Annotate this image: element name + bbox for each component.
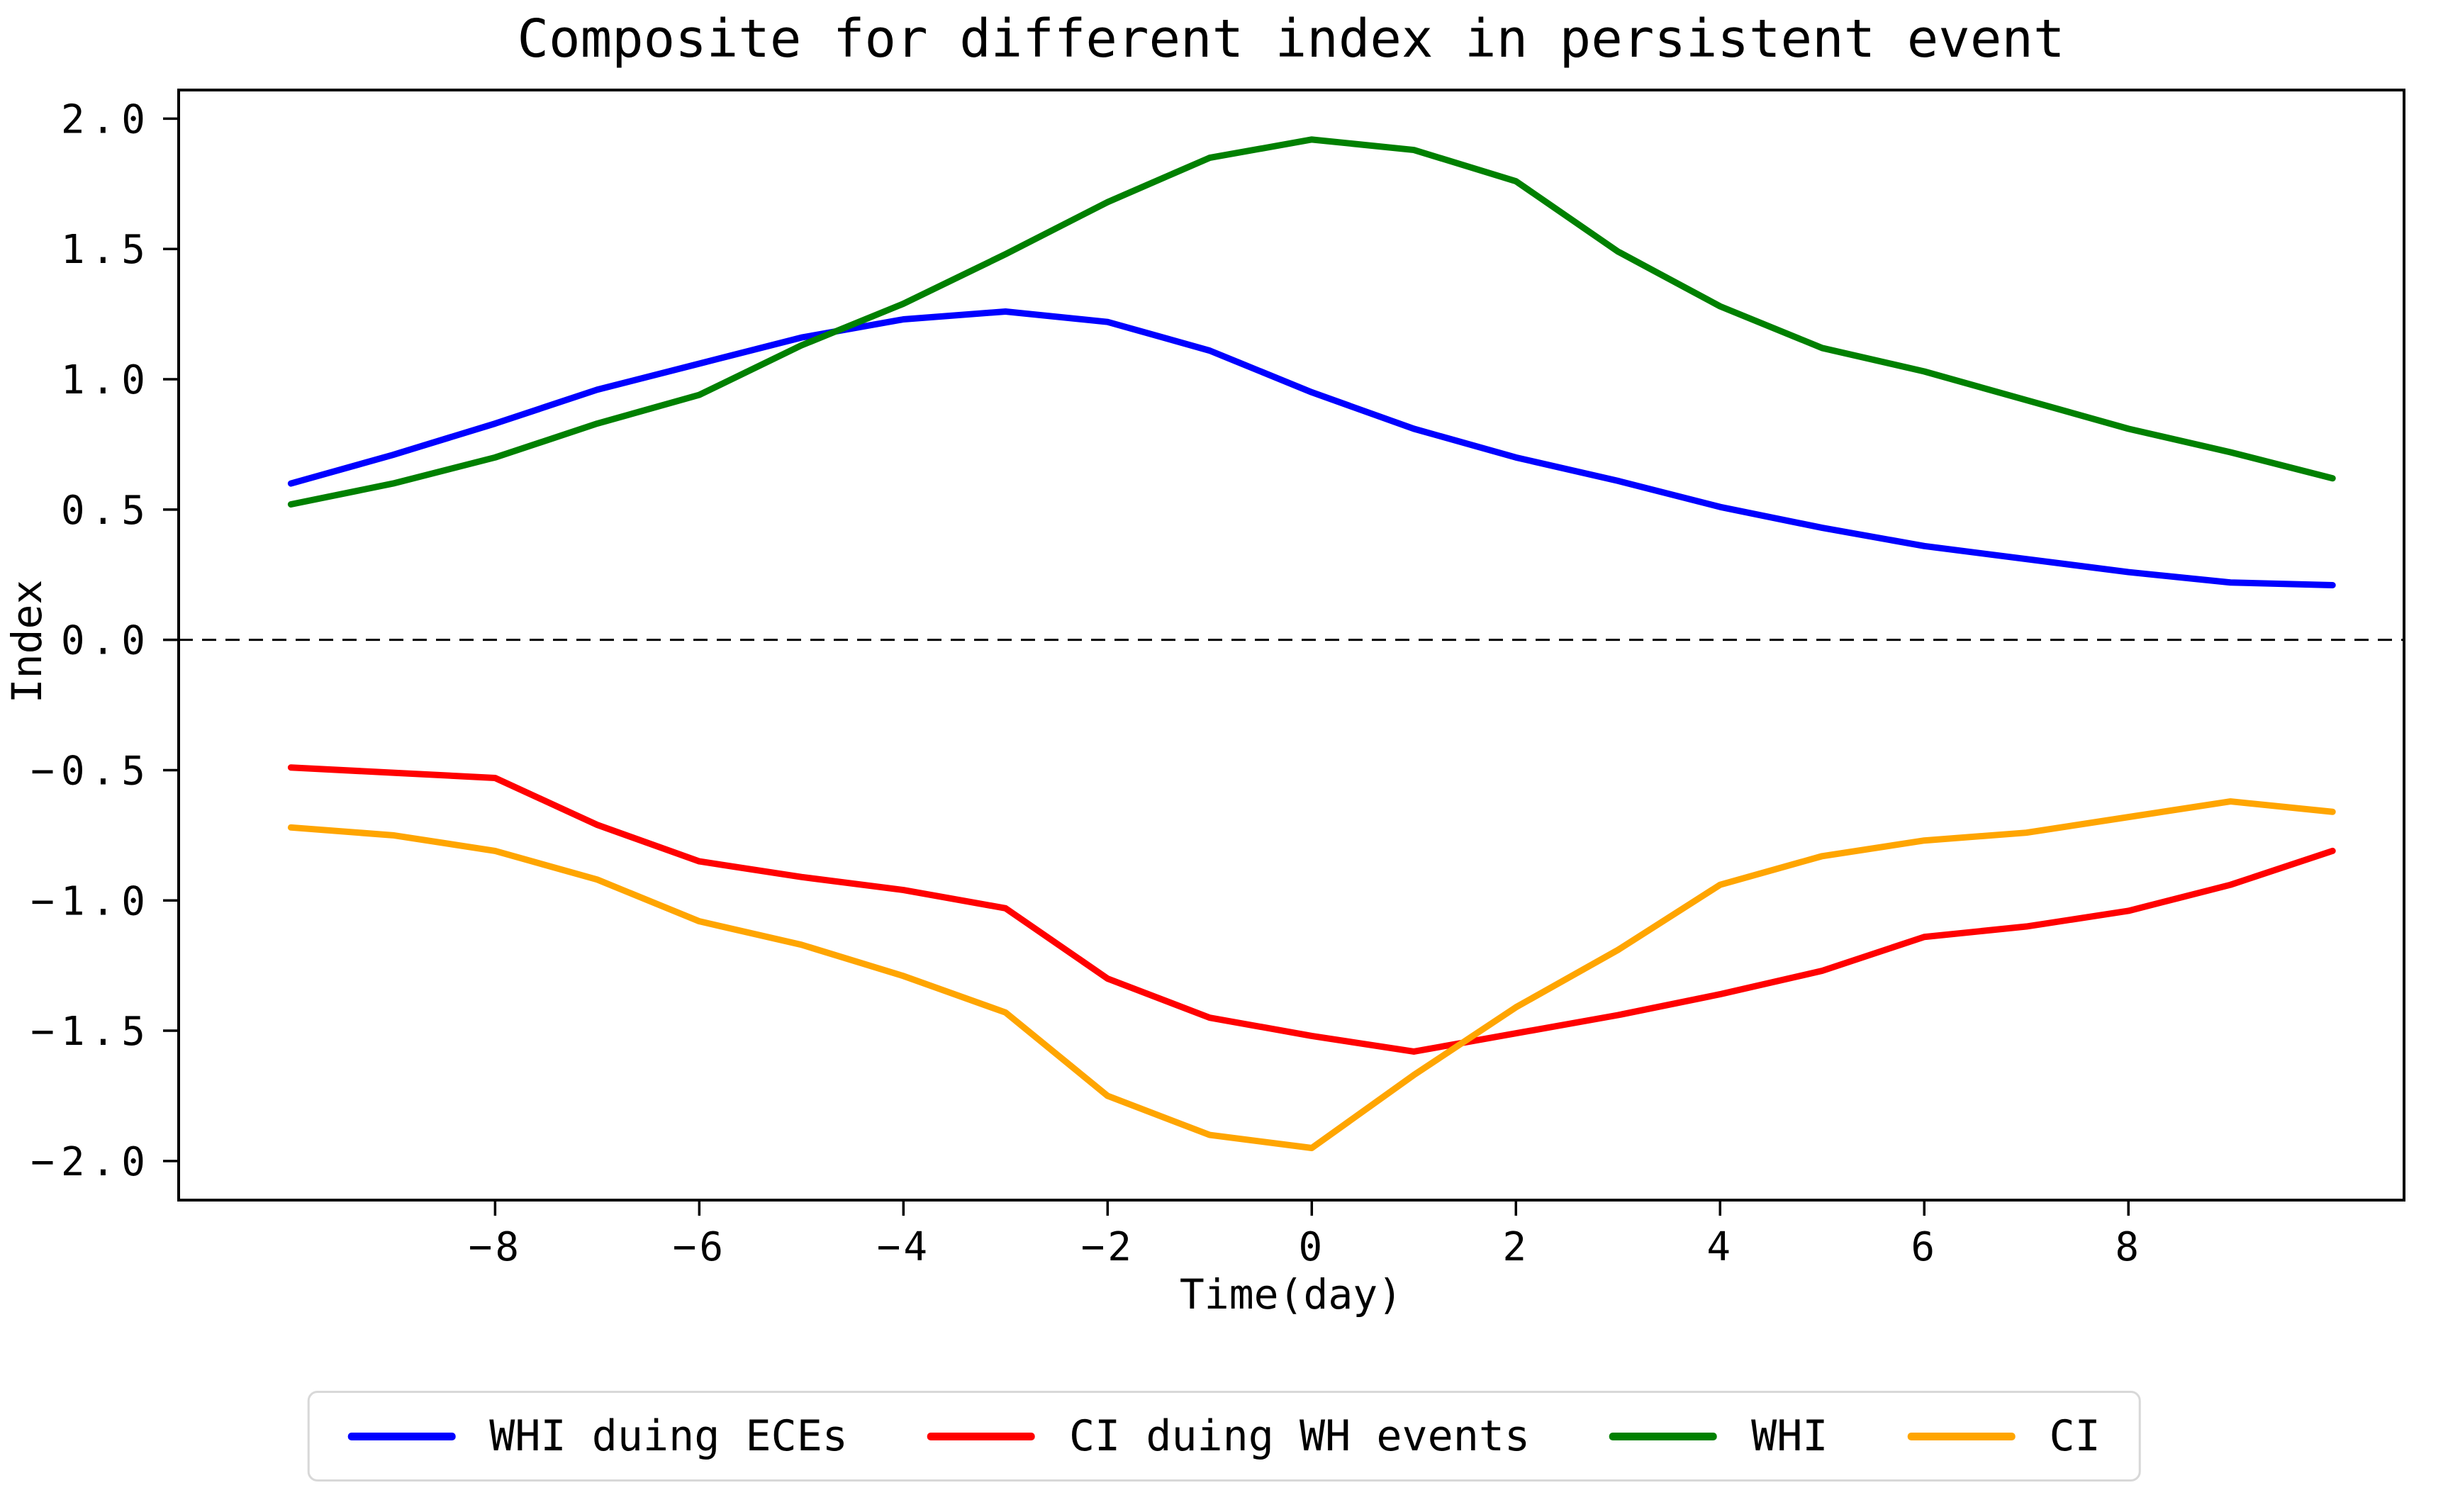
series-line [287, 798, 2336, 1151]
legend-swatch [347, 1432, 456, 1440]
series-line [287, 308, 2336, 588]
x-axis-title: Time(day) [1180, 1270, 1402, 1318]
legend: WHI duing ECEs CI duing WH events WHI CI [307, 1391, 2141, 1482]
legend-label: WHI duing ECEs [489, 1411, 848, 1461]
x-tick-label: −8 [469, 1224, 522, 1270]
y-tick-label: 1.0 [61, 357, 152, 403]
x-tick-label: 0 [1298, 1224, 1325, 1270]
plot-frame [177, 89, 2405, 1202]
series-line [287, 764, 2336, 1055]
legend-item: WHI duing ECEs [347, 1411, 848, 1461]
x-tick-label: 2 [1502, 1224, 1529, 1270]
y-axis-title: Index [3, 580, 51, 704]
x-tick-label: 6 [1911, 1224, 1938, 1270]
legend-item: WHI [1609, 1411, 1828, 1461]
y-tick-label: −1.0 [30, 878, 152, 924]
y-tick-label: 2.0 [61, 96, 152, 142]
series-line [287, 136, 2336, 508]
legend-item: CI [1907, 1411, 2101, 1461]
legend-swatch [1609, 1432, 1718, 1440]
legend-swatch [927, 1432, 1035, 1440]
x-tick-label: 8 [2115, 1224, 2142, 1270]
legend-label: CI [2049, 1411, 2101, 1461]
x-tick-label: 4 [1706, 1224, 1733, 1270]
legend-label: CI duing WH events [1068, 1411, 1531, 1461]
y-tick-label: −1.5 [30, 1009, 152, 1055]
y-tick-label: 1.5 [61, 227, 152, 273]
chart-title: Composite for different index in persist… [517, 9, 2064, 69]
y-tick-label: 0.5 [61, 488, 152, 534]
legend-swatch [1907, 1432, 2016, 1440]
legend-label: WHI [1751, 1411, 1828, 1461]
x-tick-label: −6 [673, 1224, 726, 1270]
y-tick-label: 0.0 [61, 618, 152, 664]
legend-item: CI duing WH events [927, 1411, 1530, 1461]
chart-layer: −8 −6 −4 −2 0 2 4 6 8 2.0 1.5 1.0 0.5 0.0 −0.5 −1.0 −1.5… [30, 89, 2405, 1270]
y-tick-label: −0.5 [30, 748, 152, 794]
x-tick-label: −4 [877, 1224, 930, 1270]
y-tick-label: −2.0 [30, 1139, 152, 1185]
x-tick-label: −2 [1081, 1224, 1134, 1270]
